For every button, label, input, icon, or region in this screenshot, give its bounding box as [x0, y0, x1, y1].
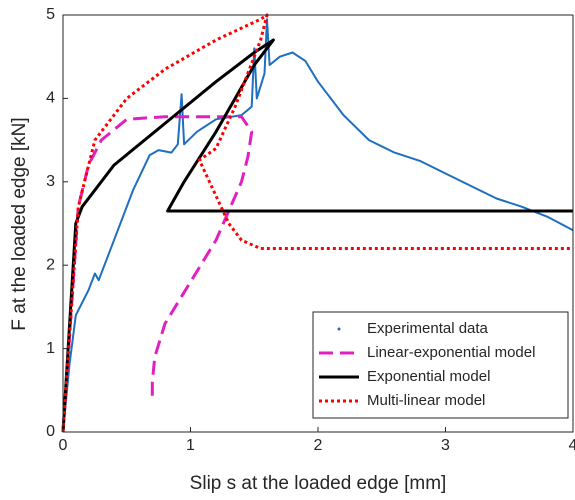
x-tick-label: 2 [314, 437, 323, 454]
series-line [61, 38, 573, 433]
y-axis-label: F at the loaded edge [kN] [9, 117, 30, 330]
legend-label: Experimental data [367, 320, 489, 337]
series-line [62, 18, 574, 433]
x-tick-label: 4 [569, 437, 575, 454]
x-tick-label: 1 [186, 437, 195, 454]
legend-marker [337, 327, 341, 331]
y-tick-label: 2 [46, 256, 55, 273]
y-tick-label: 3 [46, 173, 55, 190]
y-tick-label: 1 [46, 340, 55, 357]
legend-label: Multi-linear model [367, 392, 485, 409]
y-tick-label: 5 [46, 6, 55, 23]
x-tick-label: 3 [441, 437, 450, 454]
plot-frame [62, 14, 574, 433]
series-line [61, 13, 573, 433]
legend-label: Linear-exponential model [367, 344, 535, 361]
y-tick-label: 0 [46, 423, 55, 440]
legend-label: Exponential model [367, 368, 490, 385]
x-axis-label: Slip s at the loaded edge [mm] [190, 473, 447, 494]
series-line [61, 115, 254, 433]
x-tick-label: 0 [59, 437, 68, 454]
y-tick-label: 4 [46, 90, 55, 107]
